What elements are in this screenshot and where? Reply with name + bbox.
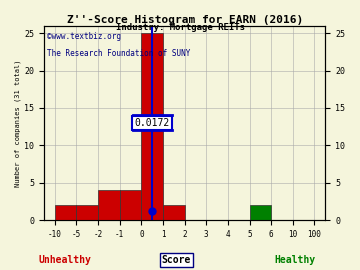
Bar <box>98 190 120 220</box>
Text: Score: Score <box>162 255 191 265</box>
Text: Industry: Mortgage REITs: Industry: Mortgage REITs <box>116 23 244 32</box>
Bar <box>249 205 271 220</box>
Bar <box>120 190 141 220</box>
Y-axis label: Number of companies (31 total): Number of companies (31 total) <box>15 59 22 187</box>
Text: ©www.textbiz.org: ©www.textbiz.org <box>47 32 121 41</box>
Text: Unhealthy: Unhealthy <box>39 255 91 265</box>
Text: The Research Foundation of SUNY: The Research Foundation of SUNY <box>47 49 190 58</box>
Bar <box>76 205 98 220</box>
Text: 0.0172: 0.0172 <box>135 118 170 128</box>
Bar <box>163 205 185 220</box>
Bar <box>55 205 76 220</box>
Title: Z''-Score Histogram for EARN (2016): Z''-Score Histogram for EARN (2016) <box>67 15 303 25</box>
Text: Healthy: Healthy <box>275 255 316 265</box>
Bar <box>141 33 163 220</box>
